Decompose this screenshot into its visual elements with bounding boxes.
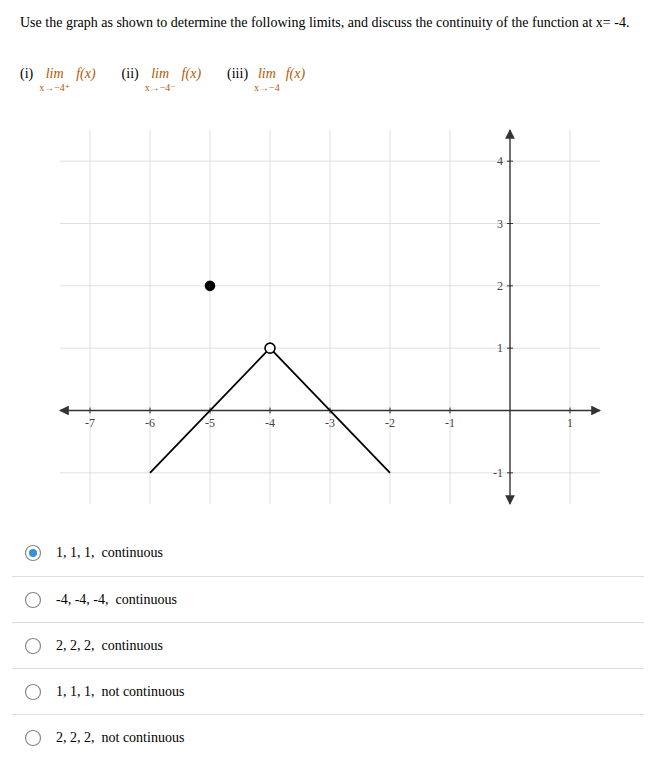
title: Use the graph as shown to determine the … (20, 14, 636, 33)
option-text: 2, 2, 2, not continuous (56, 730, 184, 746)
radio-ring (26, 546, 41, 561)
grid-line-x (90, 130, 91, 504)
option-text: 2, 2, 2, continuous (56, 638, 163, 654)
limit-notation: (i)limx→−4⁺f(x)(ii)limx→−4⁻f(x)(iii)limx… (20, 66, 305, 93)
y-tick-label: 4 (497, 154, 503, 168)
radio (24, 544, 42, 562)
y-tick (507, 285, 513, 286)
x-tick (90, 408, 91, 414)
option: 2, 2, 2, continuous (12, 622, 644, 668)
limit-operator: limx→−4⁺ (39, 66, 70, 93)
y-tick (507, 223, 513, 224)
y-tick (507, 348, 513, 349)
x-tick-label: -3 (325, 416, 335, 430)
y-tick-label: -1 (493, 466, 503, 480)
y-tick-label: 3 (497, 217, 503, 231)
y-axis (509, 130, 510, 504)
x-tick-label: -1 (445, 416, 455, 430)
grid (60, 130, 600, 504)
option: 2, 2, 2, not continuous (12, 714, 644, 760)
radio-ring (26, 592, 41, 607)
radio (24, 637, 42, 655)
grid-line-x (270, 130, 271, 504)
option-text: 1, 1, 1, not continuous (56, 684, 184, 700)
radio (24, 729, 42, 747)
grid-line-x (450, 130, 451, 504)
options: 1, 1, 1, continuous -4, -4, -4, continuou… (12, 530, 644, 760)
limit-group: (i) limx→−4⁺ f(x) (20, 66, 96, 93)
x-tick-label: -5 (205, 416, 215, 430)
radio-ring (26, 638, 41, 653)
limit-group: (ii) limx→−4⁻ f(x) (122, 66, 201, 93)
grid-line-x (330, 130, 331, 504)
limit-function: f(x) (286, 66, 305, 82)
limit-operator: limx→−4⁻ (145, 66, 176, 93)
open-point (265, 343, 275, 353)
limit-group: (iii) limx→−4 f(x) (227, 66, 305, 93)
limit-function: f(x) (182, 66, 201, 82)
radio (24, 591, 42, 609)
grid-line-x (150, 130, 151, 504)
limit-function: f(x) (76, 66, 95, 82)
lim-word: lim (258, 66, 276, 82)
grid-line-y (60, 348, 600, 349)
filled-point (206, 281, 215, 290)
option-text: 1, 1, 1, continuous (56, 545, 163, 561)
limit-label: (iii) (227, 66, 248, 82)
x-tick (270, 408, 271, 414)
x-tick-label: 1 (567, 416, 573, 430)
ticks: -7 -6 -5 -4 -3 -2 -1 1 -1 1 2 3 4 (85, 154, 573, 480)
grid-line-x (390, 130, 391, 504)
y-tick-label: 2 (497, 279, 503, 293)
option: 1, 1, 1, not continuous (12, 668, 644, 714)
lim-subscript: x→−4⁻ (145, 82, 176, 93)
lim-subscript: x→−4⁺ (39, 82, 70, 93)
function-line (270, 348, 390, 473)
option-text: -4, -4, -4, continuous (56, 592, 177, 608)
x-tick-label: -4 (265, 416, 275, 430)
radio-selected (29, 549, 37, 557)
x-tick (570, 408, 571, 414)
grid-line-y (60, 161, 600, 162)
lim-word: lim (46, 66, 64, 82)
grid-line-x (570, 130, 571, 504)
x-tick-label: -6 (145, 416, 155, 430)
radio (24, 683, 42, 701)
plot-marks (150, 281, 390, 473)
x-tick (150, 408, 151, 414)
y-tick (507, 472, 513, 473)
grid-line-y (60, 285, 600, 286)
option: -4, -4, -4, continuous (12, 576, 644, 622)
limit-label: (ii) (122, 66, 139, 82)
function-line (150, 348, 270, 473)
radio-ring (26, 684, 41, 699)
x-tick (450, 408, 451, 414)
option: 1, 1, 1, continuous (12, 530, 644, 576)
y-tick (507, 161, 513, 162)
limit-operator: limx→−4 (254, 66, 280, 93)
x-tick (390, 408, 391, 414)
x-tick-label: -7 (85, 416, 95, 430)
radio-ring (26, 730, 41, 745)
limit-label: (i) (20, 66, 33, 82)
lim-subscript: x→−4 (254, 82, 280, 93)
grid-line-y (60, 223, 600, 224)
x-tick-label: -2 (385, 416, 395, 430)
lim-word: lim (151, 66, 169, 82)
grid-line-y (60, 472, 600, 473)
y-tick-label: 1 (497, 341, 503, 355)
grid-line-x (210, 130, 211, 504)
